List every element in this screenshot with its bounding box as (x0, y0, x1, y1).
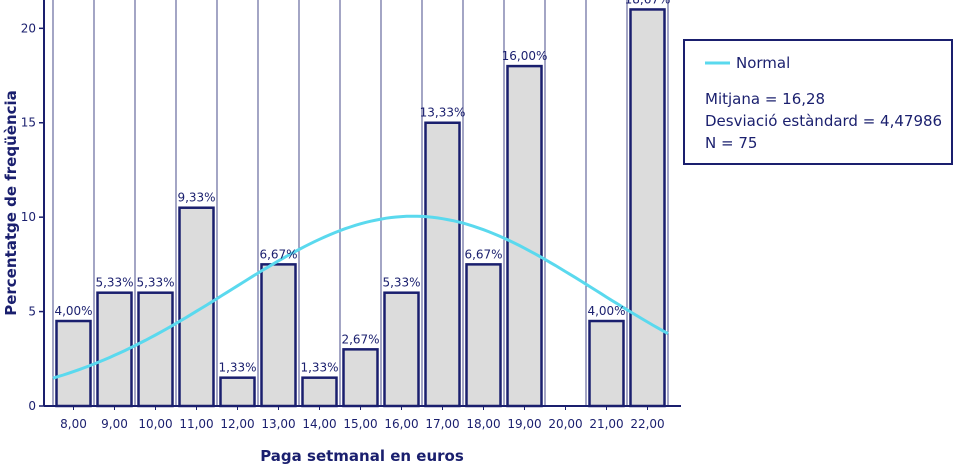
gridlines (52, 0, 669, 406)
legend-normal-label: Normal (736, 54, 790, 72)
x-ticks: 8,00 9,00 10,00 11,00 12,00 13,00 14,00 15,00 16… (60, 406, 665, 431)
data-label: 9,33% (177, 191, 215, 205)
y-tick-label: 10 (21, 210, 36, 224)
x-tick-label: 14,00 (302, 417, 336, 431)
x-tick-label: 12,00 (220, 417, 254, 431)
bar-19,00 (506, 64, 543, 408)
data-label: 6,67% (259, 247, 297, 261)
x-axis-title: Paga setmanal en euros (260, 447, 464, 465)
axes (43, 0, 681, 407)
bar-12,00 (219, 376, 256, 408)
normal-curve-layer (52, 214, 669, 380)
data-label: 16,00% (502, 49, 548, 63)
bar-16,00 (383, 291, 420, 408)
data-label: 1,33% (218, 361, 256, 375)
data-label: 5,33% (382, 276, 420, 290)
data-label: 2,67% (341, 332, 379, 346)
x-tick-label: 15,00 (343, 417, 377, 431)
x-tick-label: 17,00 (425, 417, 459, 431)
bar-14,00 (301, 376, 338, 408)
bar-8,00 (55, 319, 92, 408)
x-tick-label: 21,00 (589, 417, 623, 431)
data-label: 4,00% (587, 304, 625, 318)
legend-stat-sd: Desviació estàndard = 4,47986 (705, 112, 942, 130)
x-tick-label: 9,00 (101, 417, 128, 431)
normal-curve (52, 214, 669, 380)
bars (55, 8, 666, 408)
bar-10,00 (137, 291, 174, 408)
x-tick-label: 16,00 (384, 417, 418, 431)
data-label: 5,33% (136, 276, 174, 290)
data-label: 1,33% (300, 361, 338, 375)
legend-stat-mean: Mitjana = 16,28 (705, 90, 825, 108)
bar-21,00 (588, 319, 625, 408)
y-tick-label: 0 (28, 399, 36, 413)
legend-box (683, 39, 953, 165)
x-tick-label: 8,00 (60, 417, 87, 431)
bar-13,00 (260, 263, 297, 408)
legend: Normal Mitjana = 16,28 Desviació estànda… (683, 39, 953, 165)
data-label: 4,00% (54, 304, 92, 318)
data-label: 5,33% (95, 276, 133, 290)
y-tick-label: 5 (28, 305, 36, 319)
data-label: 13,33% (420, 106, 466, 120)
data-label: 6,67% (464, 247, 502, 261)
x-tick-label: 11,00 (179, 417, 213, 431)
data-label: 18,67% (625, 0, 671, 6)
y-axis-title: Percentatge de freqüència (2, 90, 20, 316)
bar-15,00 (342, 348, 379, 408)
legend-stat-n: N = 75 (705, 134, 757, 152)
bar-17,00 (424, 121, 461, 408)
data-labels: 4,00%5,33% 5,33%9,33%1,33%6,67%1,33%2,67%… (54, 0, 670, 375)
y-tick-label: 15 (21, 116, 36, 130)
y-tick-label: 20 (21, 21, 36, 35)
x-tick-label: 20,00 (548, 417, 582, 431)
x-tick-label: 19,00 (507, 417, 541, 431)
y-ticks: 0 5 10 15 20 (21, 21, 44, 413)
bar-11,00 (178, 206, 215, 408)
x-tick-label: 13,00 (261, 417, 295, 431)
x-tick-label: 22,00 (630, 417, 664, 431)
bar-22,00 (629, 8, 666, 408)
bar-18,00 (465, 263, 502, 408)
x-tick-label: 18,00 (466, 417, 500, 431)
x-tick-label: 10,00 (138, 417, 172, 431)
